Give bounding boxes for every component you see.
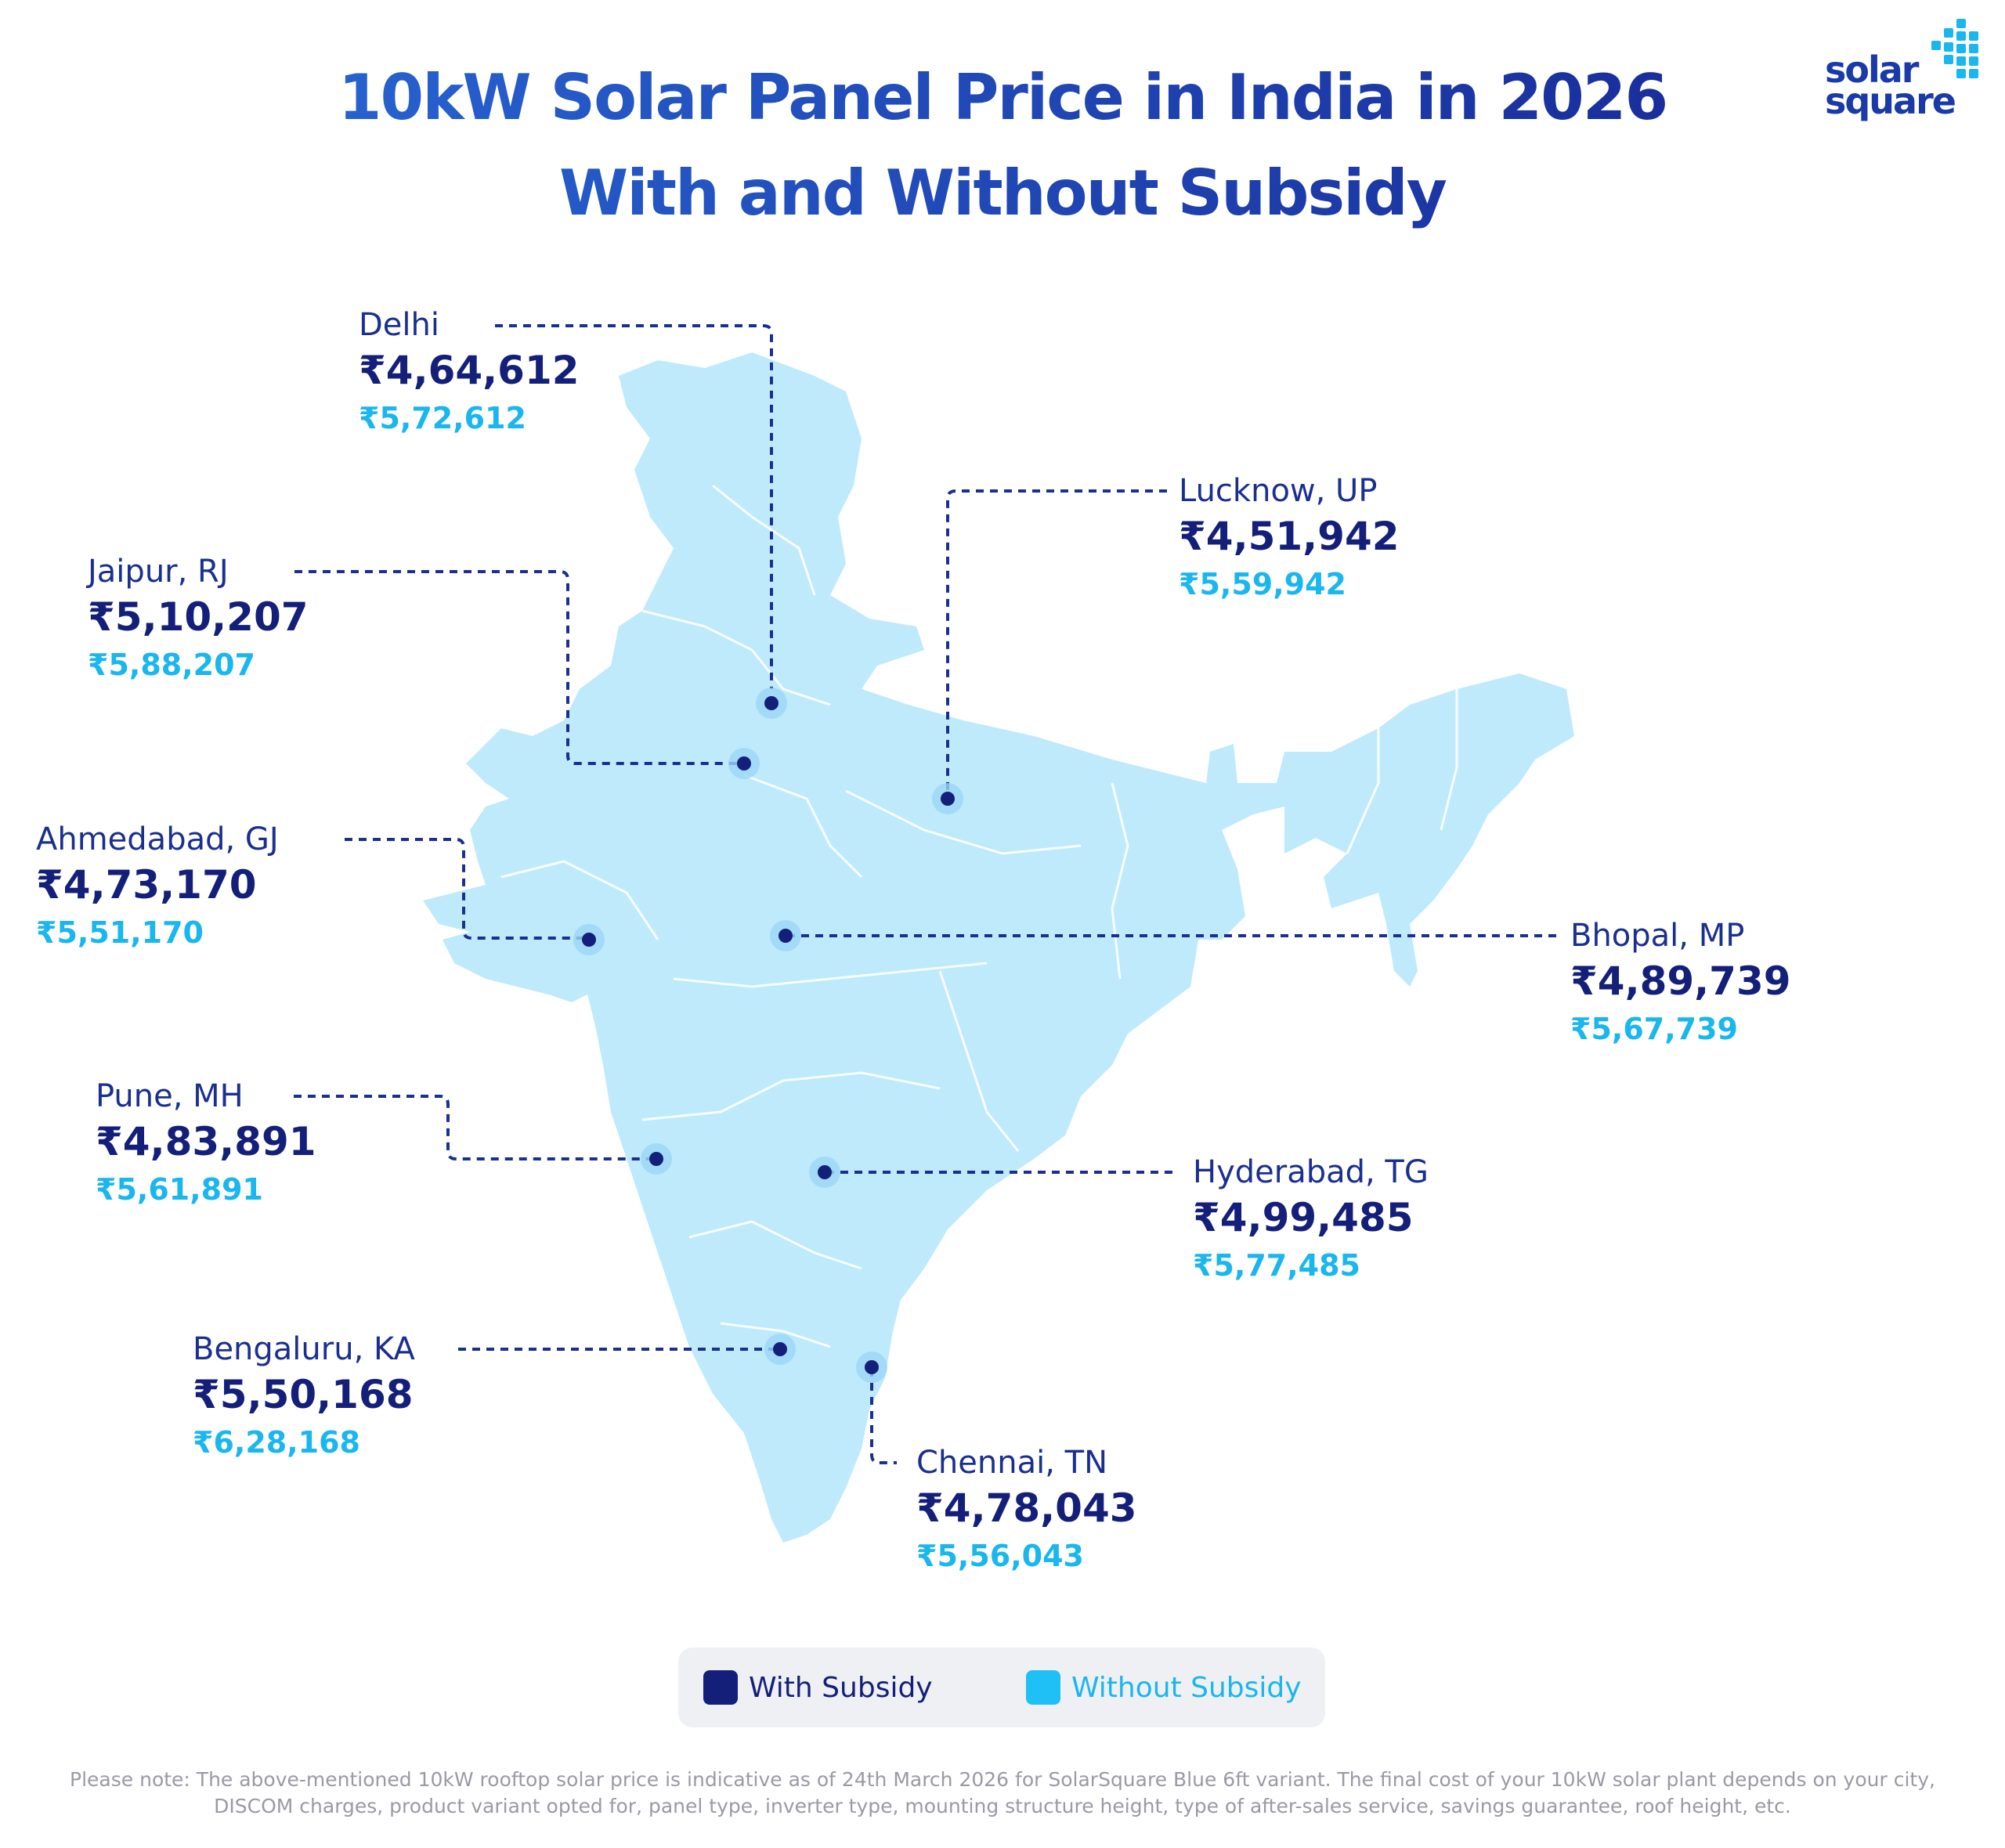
price-without-subsidy: ₹5,67,739 [1570, 1012, 1738, 1046]
legend: With Subsidy Without Subsidy [678, 1648, 1325, 1727]
price-with-subsidy: ₹4,64,612 [359, 348, 580, 393]
price-without-subsidy: ₹6,28,168 [193, 1425, 360, 1460]
disclaimer-footnote: Please note: The above-mentioned 10kW ro… [70, 1768, 1935, 1817]
price-with-subsidy: ₹5,50,168 [193, 1372, 414, 1417]
price-with-subsidy: ₹5,10,207 [88, 594, 309, 640]
price-without-subsidy: ₹5,61,891 [96, 1172, 263, 1207]
legend-label-without-subsidy: Without Subsidy [1071, 1671, 1302, 1704]
leader-lucknow [946, 489, 1167, 791]
legend-swatch-without-subsidy [1026, 1670, 1060, 1705]
price-with-subsidy: ₹4,89,739 [1570, 958, 1791, 1004]
page-subtitle: With and Without Subsidy [0, 157, 2005, 229]
price-without-subsidy: ₹5,56,043 [916, 1539, 1084, 1573]
price-with-subsidy: ₹4,99,485 [1193, 1195, 1414, 1240]
city-name: Hyderabad, TG [1193, 1154, 1429, 1190]
price-with-subsidy: ₹4,51,942 [1179, 514, 1400, 559]
marker-jaipur [728, 748, 760, 779]
leader-lines [294, 324, 1559, 1464]
leader-ahmedabad [345, 838, 583, 940]
city-name: Delhi [359, 307, 439, 343]
legend-item-without-subsidy: Without Subsidy [1026, 1648, 1302, 1727]
india-outline [423, 352, 1574, 1543]
logo-word-square: square [1825, 80, 1956, 122]
legend-swatch-with-subsidy [703, 1670, 738, 1705]
solarsquare-logo: solar square [1825, 17, 1982, 127]
city-name: Bengaluru, KA [193, 1331, 415, 1367]
city-label-lucknow: Lucknow, UP ₹4,51,942 ₹5,59,942 [1179, 471, 1400, 606]
price-without-subsidy: ₹5,59,942 [1179, 567, 1346, 601]
city-name: Ahmedabad, GJ [36, 821, 279, 857]
city-markers [573, 688, 963, 1383]
marker-delhi [756, 688, 787, 719]
city-name: Pune, MH [96, 1078, 244, 1114]
price-with-subsidy: ₹4,78,043 [916, 1485, 1137, 1531]
city-label-jaipur: Jaipur, RJ ₹5,10,207 ₹5,88,207 [88, 552, 309, 687]
price-without-subsidy: ₹5,88,207 [88, 648, 255, 682]
legend-item-with-subsidy: With Subsidy [703, 1648, 933, 1727]
marker-bengaluru [764, 1334, 796, 1365]
leader-pune [294, 1095, 650, 1160]
city-name: Chennai, TN [916, 1445, 1108, 1481]
city-name: Lucknow, UP [1179, 473, 1378, 509]
leader-delhi [495, 324, 773, 689]
price-with-subsidy: ₹4,83,891 [96, 1119, 316, 1164]
price-without-subsidy: ₹5,72,612 [359, 401, 526, 435]
price-without-subsidy: ₹5,77,485 [1193, 1248, 1360, 1283]
city-label-chennai: Chennai, TN ₹4,78,043 ₹5,56,043 [916, 1443, 1137, 1578]
leader-chennai [870, 1369, 897, 1464]
marker-hyderabad [809, 1157, 840, 1188]
marker-pune [641, 1143, 672, 1175]
leader-jaipur [294, 570, 744, 765]
city-name: Bhopal, MP [1570, 918, 1745, 954]
marker-chennai [856, 1352, 887, 1383]
city-name: Jaipur, RJ [88, 554, 229, 590]
city-label-bengaluru: Bengaluru, KA ₹5,50,168 ₹6,28,168 [193, 1330, 415, 1464]
price-without-subsidy: ₹5,51,170 [36, 915, 204, 950]
logo-word-solar: solar [1825, 49, 1919, 91]
price-with-subsidy: ₹4,73,170 [36, 862, 257, 908]
marker-ahmedabad [573, 924, 605, 955]
legend-label-with-subsidy: With Subsidy [749, 1671, 933, 1704]
marker-bhopal [770, 920, 801, 951]
page-title: 10kW Solar Panel Price in India in 2026 [0, 61, 2005, 134]
city-label-hyderabad: Hyderabad, TG ₹4,99,485 ₹5,77,485 [1193, 1153, 1429, 1287]
state-borders [500, 484, 1458, 1348]
marker-lucknow [932, 783, 963, 814]
city-label-ahmedabad: Ahmedabad, GJ ₹4,73,170 ₹5,51,170 [36, 820, 279, 955]
logo-grid-icon [1931, 19, 1978, 78]
city-label-bhopal: Bhopal, MP ₹4,89,739 ₹5,67,739 [1570, 916, 1791, 1051]
city-label-pune: Pune, MH ₹4,83,891 ₹5,61,891 [96, 1077, 316, 1211]
city-label-delhi: Delhi ₹4,64,612 ₹5,72,612 [359, 305, 580, 440]
